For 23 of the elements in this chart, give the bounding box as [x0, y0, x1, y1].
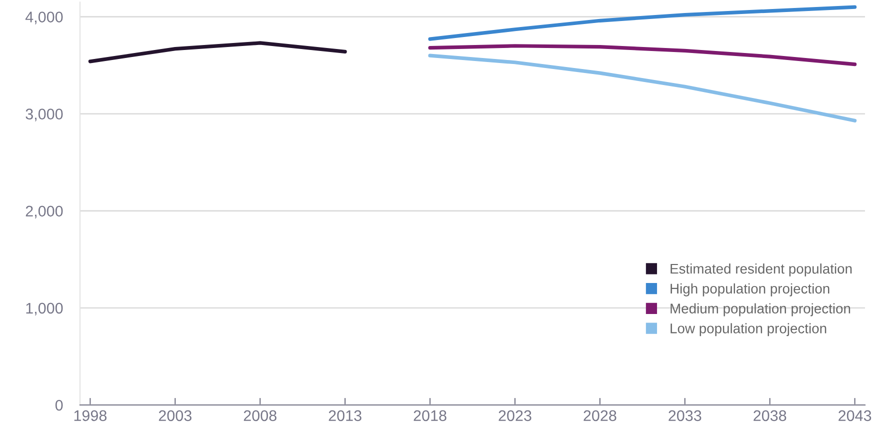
x-tick-label: 2028	[584, 410, 616, 422]
x-tick-label: 2013	[328, 410, 362, 422]
line-series	[88, 41, 347, 64]
x-tick-label: 2033	[668, 410, 702, 422]
legend-label: Medium population projection	[670, 303, 850, 316]
x-tick-label: 1998	[74, 410, 107, 422]
x-tick-label: 2038	[754, 410, 786, 422]
y-tick-label: 1,000	[26, 302, 63, 316]
y-tick-label: 2,000	[26, 206, 63, 218]
line-series	[428, 5, 857, 41]
x-tick-label: 2023	[498, 410, 532, 422]
y-tick-label: 3,000	[26, 108, 63, 122]
legend-label: Estimated resident population	[670, 263, 852, 276]
line-series	[428, 54, 857, 122]
x-tick-label: 2003	[158, 410, 192, 422]
legend-label: High population projection	[670, 283, 830, 296]
y-tick-label: 0	[55, 400, 63, 411]
x-tick-label: 2008	[244, 410, 276, 422]
legend-label: Low population projection	[670, 323, 826, 336]
x-tick-label: 2043	[838, 410, 872, 422]
line-series	[428, 44, 857, 66]
x-tick-label: 2018	[414, 410, 446, 422]
y-tick-label: 4,000	[25, 12, 63, 24]
